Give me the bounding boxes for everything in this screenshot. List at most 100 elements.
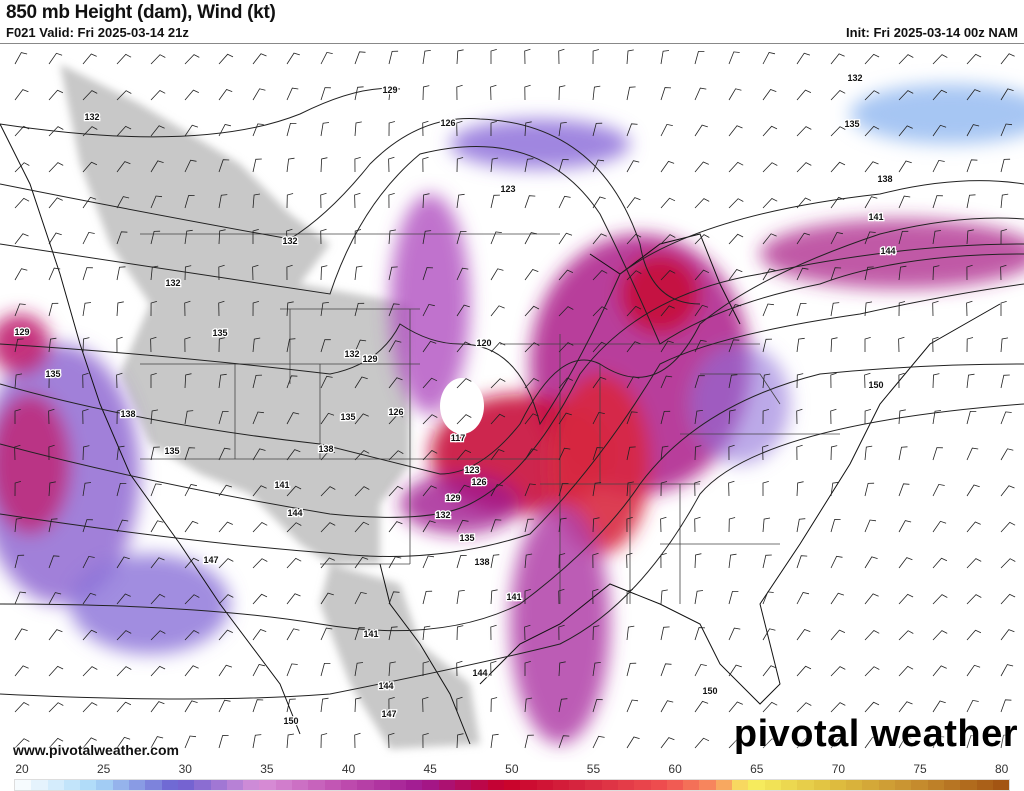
wind-barb [490,342,506,353]
wind-barb [14,303,26,317]
wind-barb [660,626,670,641]
wind-barb [524,483,536,497]
wind-barb [898,265,907,281]
wind-barb [252,374,263,389]
colorbar-swatch [112,780,130,790]
wind-barb [252,88,266,101]
wind-barb [898,125,913,137]
wind-barb [82,337,90,353]
wind-barb [524,48,531,65]
wind-barb [184,735,197,749]
wind-barb [252,629,267,641]
wind-barb [694,198,710,209]
wind-barb [150,54,166,65]
wind-barb [932,410,942,425]
wind-barb [490,484,504,497]
wind-barb [1000,521,1016,533]
wind-barb [932,483,945,497]
wind-barb [320,412,335,425]
wind-barb [48,592,62,605]
wind-barb [932,124,947,137]
wind-barb [932,447,943,461]
wind-barb [116,445,125,461]
wind-barb [490,413,506,425]
wind-barb [388,485,404,497]
wind-barb [184,89,199,101]
contour-label: 126 [471,477,486,487]
init-time: Init: Fri 2025-03-14 00z NAM [846,25,1018,40]
wind-barb [354,157,361,173]
colorbar-swatch [145,780,162,790]
wind-barb [252,193,261,209]
colorbar-swatch [292,780,309,790]
wind-barb [218,337,226,353]
wind-barb [660,50,670,65]
wind-barb [966,89,981,101]
wind-barb [116,372,123,389]
wind-barb [320,157,328,173]
wind-barb [932,300,939,317]
wind-barb [796,162,812,173]
wind-barb [830,302,840,317]
wind-barb [1000,229,1008,245]
wind-barb [116,736,131,749]
wind-barb [898,230,909,245]
wind-barb [864,593,879,605]
wind-barb [150,409,159,425]
wind-barb [524,269,539,281]
wind-barb [762,738,778,749]
wind-barb [796,267,809,281]
wind-barb [456,120,463,137]
colorbar-swatch [47,780,64,790]
wind-barb [456,696,463,713]
wind-barb [626,411,638,425]
colorbar-swatch [846,780,863,790]
wind-barb [694,161,709,173]
wind-barb [966,337,974,353]
wind-barb [796,481,804,497]
colorbar-swatch [80,780,97,790]
wind-barb [456,660,463,677]
colorbar-tick-label: 50 [505,762,519,776]
wind-barb [82,372,89,389]
colorbar-swatch [715,780,733,790]
wind-barb [626,481,634,497]
wind-barb [388,229,396,245]
wind-barb [796,555,808,569]
wind-barb [422,85,430,101]
wind-barb [150,160,164,173]
wind-barb [252,593,268,605]
wind-barb [1000,337,1009,353]
wind-barb [354,662,364,677]
contour-label: 144 [880,246,895,256]
wind-barb [150,195,163,209]
wind-barb [388,50,399,65]
wind-barb [592,159,605,173]
wind-barb [252,229,259,244]
colorbar-swatch [797,780,814,790]
wind-barb [184,484,197,497]
wind-barb [490,121,497,136]
colorbar-swatch [520,780,537,790]
wind-barb [932,520,947,533]
wind-barb [490,554,500,569]
wind-barb [762,591,774,605]
wind-barb [728,304,742,317]
wind-barb [388,193,395,209]
wind-barb [558,624,565,641]
wind-barb [830,445,838,461]
wind-barb [320,592,334,605]
wind-barb [796,303,807,317]
wind-barb [150,520,164,533]
website-url[interactable]: www.pivotalweather.com [13,742,179,758]
wind-barb [728,198,744,209]
colorbar-swatch [634,780,651,790]
wind-barb [456,378,472,389]
colorbar-swatch [31,780,48,790]
wind-barb [150,230,161,245]
pivotal-weather-logo: pivotal weather [733,713,1018,755]
wind-barb [48,126,64,137]
wind-barb [48,267,61,281]
wind-barb [218,411,229,425]
